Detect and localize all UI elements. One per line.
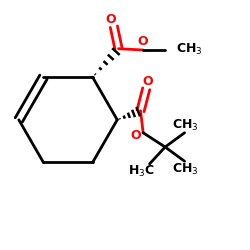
Text: O: O <box>137 35 148 48</box>
Text: H$_3$C: H$_3$C <box>128 164 155 179</box>
Text: CH$_3$: CH$_3$ <box>176 42 203 57</box>
Text: O: O <box>106 13 116 26</box>
Text: CH$_3$: CH$_3$ <box>172 162 199 176</box>
Text: O: O <box>130 129 141 142</box>
Text: CH$_3$: CH$_3$ <box>172 118 199 132</box>
Text: O: O <box>142 75 153 88</box>
